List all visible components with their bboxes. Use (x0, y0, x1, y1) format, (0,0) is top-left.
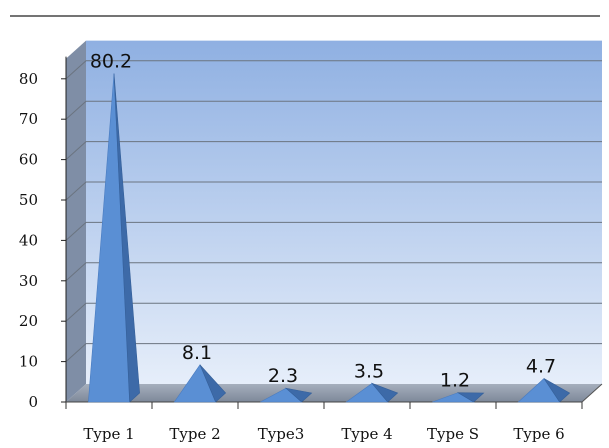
y-tick-label: 70 (19, 110, 38, 128)
pyramid-bar (88, 73, 140, 403)
x-tick-label: Type3 (258, 425, 305, 443)
x-tick-label: Type 1 (83, 425, 134, 443)
data-labels: 80.2 8.1 2.3 3.5 1.2 4.7 (90, 50, 556, 391)
y-axis-tick-labels: 0 10 20 30 40 50 60 70 80 (19, 70, 66, 411)
y-tick-label: 20 (19, 312, 38, 330)
gridlines (65, 60, 602, 362)
pyramid-bar (173, 364, 227, 403)
gridline (65, 221, 602, 241)
y-tick-label: 30 (19, 272, 38, 290)
x-tick-label: Type 4 (341, 425, 392, 443)
x-axis-tick-labels: Type 1 Type 2 Type3 Type 4 Type S Type 6 (65, 402, 583, 443)
data-label: 3.5 (354, 360, 384, 382)
pyramid-side-face (199, 364, 227, 403)
y-tick-label: 50 (19, 191, 38, 209)
y-tick-label: 10 (19, 353, 38, 371)
pyramid-series (88, 73, 571, 403)
data-label: 80.2 (90, 50, 132, 72)
pyramid-side-face (456, 392, 485, 403)
gridline (65, 100, 602, 120)
pyramid-side-face (113, 73, 140, 403)
gridline (65, 343, 602, 362)
pyramid-bar (345, 382, 399, 403)
data-label: 4.7 (526, 356, 556, 378)
y-tick-label: 40 (19, 231, 38, 249)
gridline (65, 141, 602, 160)
x-tick-label: Type 2 (169, 425, 220, 443)
gridline (65, 262, 602, 282)
chart-back-wall (86, 40, 602, 384)
pyramid-side-face (284, 387, 313, 403)
y-tick-label: 0 (28, 393, 38, 411)
gridline (65, 181, 602, 201)
pyramid-side-face (543, 378, 571, 403)
pyramid-bar (517, 378, 571, 403)
gridline (65, 302, 602, 322)
y-tick-label: 60 (19, 151, 38, 169)
pyramid-bar (260, 387, 313, 403)
gridline (65, 60, 602, 80)
data-label: 8.1 (182, 342, 212, 364)
floor-edge (581, 383, 603, 403)
pyramid-bar (432, 392, 485, 403)
data-label: 1.2 (440, 370, 470, 392)
chart-side-wall (66, 40, 86, 402)
y-tick-label: 80 (19, 70, 38, 88)
pyramid-side-face (371, 382, 399, 403)
x-tick-label: Type 6 (513, 425, 564, 443)
x-tick-label: Type S (427, 425, 479, 443)
data-label: 2.3 (268, 365, 298, 387)
